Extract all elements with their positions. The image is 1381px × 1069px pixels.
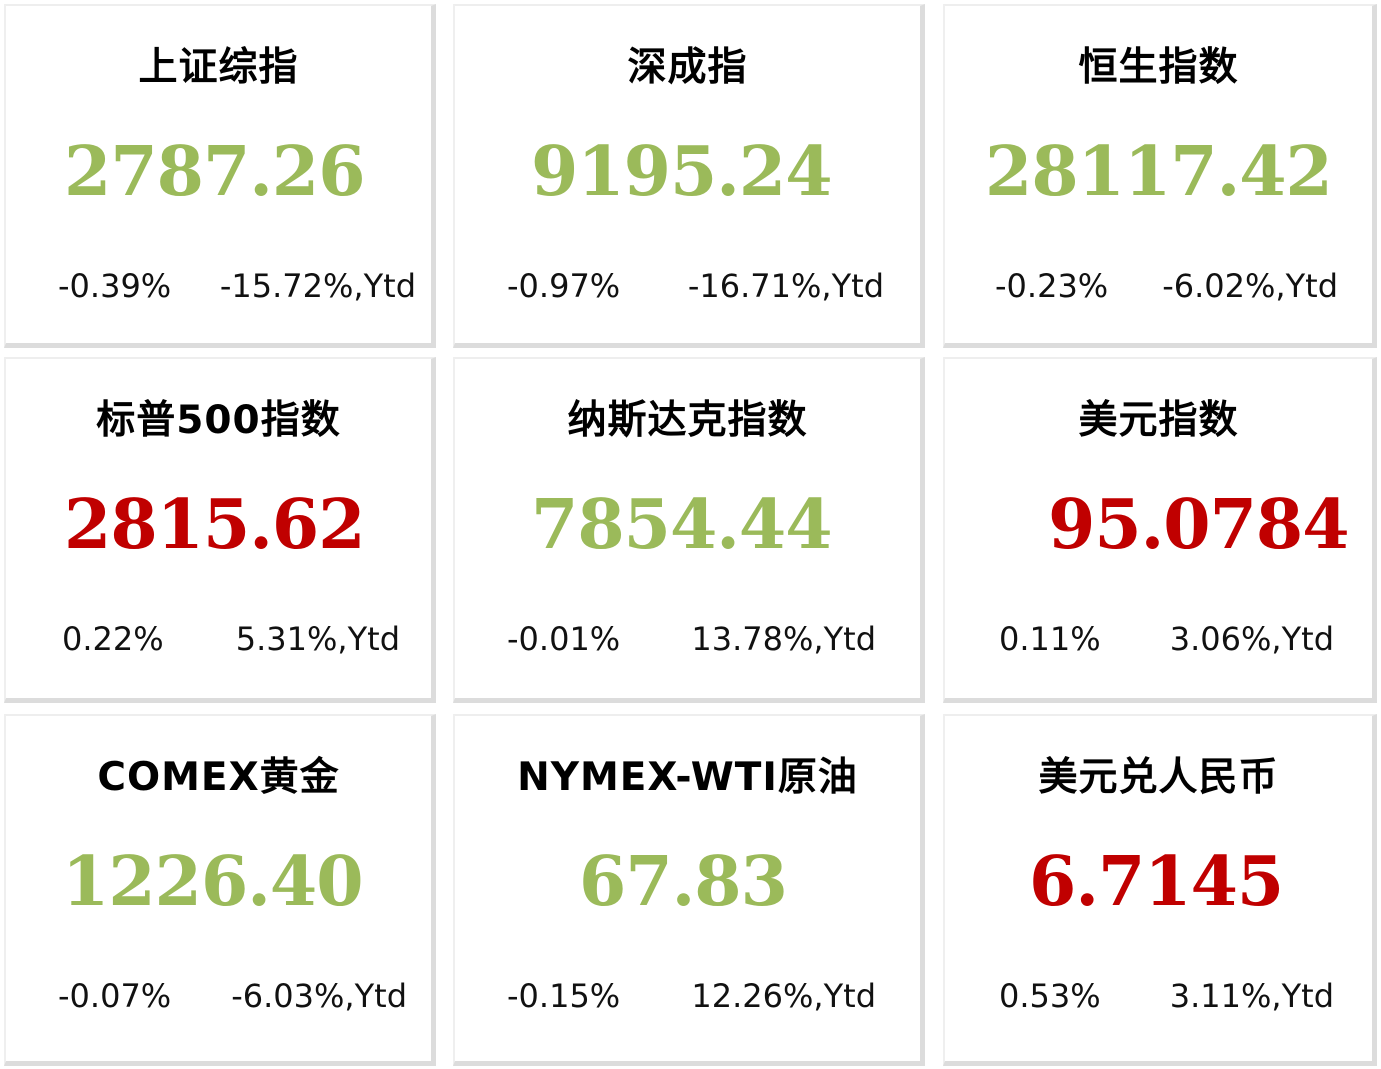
index-value: 67.83 (579, 842, 788, 922)
index-card-shanghai-composite: 上证综指 2787.26 -0.39% -15.72%,Ytd (4, 4, 436, 348)
index-value: 2815.62 (64, 485, 366, 565)
ytd-change: 13.78%,Ytd (691, 620, 876, 658)
index-value: 6.7145 (1029, 842, 1284, 922)
index-card-nasdaq: 纳斯达克指数 7854.44 -0.01% 13.78%,Ytd (453, 357, 925, 703)
ytd-change: -6.03%,Ytd (231, 977, 407, 1015)
daily-change: -0.01% (507, 620, 621, 658)
daily-change: 0.11% (999, 620, 1101, 658)
index-card-hang-seng: 恒生指数 28117.42 -0.23% -6.02%,Ytd (943, 4, 1377, 348)
index-card-comex-gold: COMEX黄金 1226.40 -0.07% -6.03%,Ytd (4, 714, 436, 1066)
ytd-change: -15.72%,Ytd (219, 267, 416, 305)
index-title: 美元指数 (1078, 398, 1239, 443)
index-card-us-dollar-index: 美元指数 95.0784 0.11% 3.06%,Ytd (943, 357, 1377, 703)
ytd-change: 3.06%,Ytd (1169, 620, 1334, 658)
index-title: COMEX黄金 (97, 755, 340, 800)
index-value: 2787.26 (64, 132, 366, 212)
index-value: 1226.40 (62, 842, 364, 922)
index-title: NYMEX-WTI原油 (517, 755, 858, 800)
index-title: 美元兑人民币 (1038, 755, 1279, 800)
daily-change: -0.23% (995, 267, 1109, 305)
index-card-usd-cny: 美元兑人民币 6.7145 0.53% 3.11%,Ytd (943, 714, 1377, 1066)
index-title: 上证综指 (138, 45, 299, 90)
index-title: 深成指 (627, 45, 748, 90)
daily-change: -0.07% (58, 977, 172, 1015)
index-value: 7854.44 (531, 485, 833, 565)
index-title: 恒生指数 (1078, 45, 1239, 90)
index-value: 9195.24 (531, 132, 833, 212)
index-card-shenzhen-component: 深成指 9195.24 -0.97% -16.71%,Ytd (453, 4, 925, 348)
daily-change: -0.39% (58, 267, 172, 305)
daily-change: -0.97% (507, 267, 621, 305)
ytd-change: 3.11%,Ytd (1169, 977, 1334, 1015)
ytd-change: -16.71%,Ytd (687, 267, 884, 305)
index-card-nymex-wti-crude: NYMEX-WTI原油 67.83 -0.15% 12.26%,Ytd (453, 714, 925, 1066)
index-value: 95.0784 (1048, 485, 1350, 565)
ytd-change: 5.31%,Ytd (235, 620, 400, 658)
ytd-change: -6.02%,Ytd (1162, 267, 1338, 305)
index-title: 纳斯达克指数 (567, 398, 808, 443)
ytd-change: 12.26%,Ytd (691, 977, 876, 1015)
daily-change: 0.53% (999, 977, 1101, 1015)
daily-change: -0.15% (507, 977, 621, 1015)
index-card-sp500: 标普500指数 2815.62 0.22% 5.31%,Ytd (4, 357, 436, 703)
daily-change: 0.22% (62, 620, 164, 658)
index-value: 28117.42 (985, 132, 1333, 212)
index-title: 标普500指数 (96, 398, 341, 443)
